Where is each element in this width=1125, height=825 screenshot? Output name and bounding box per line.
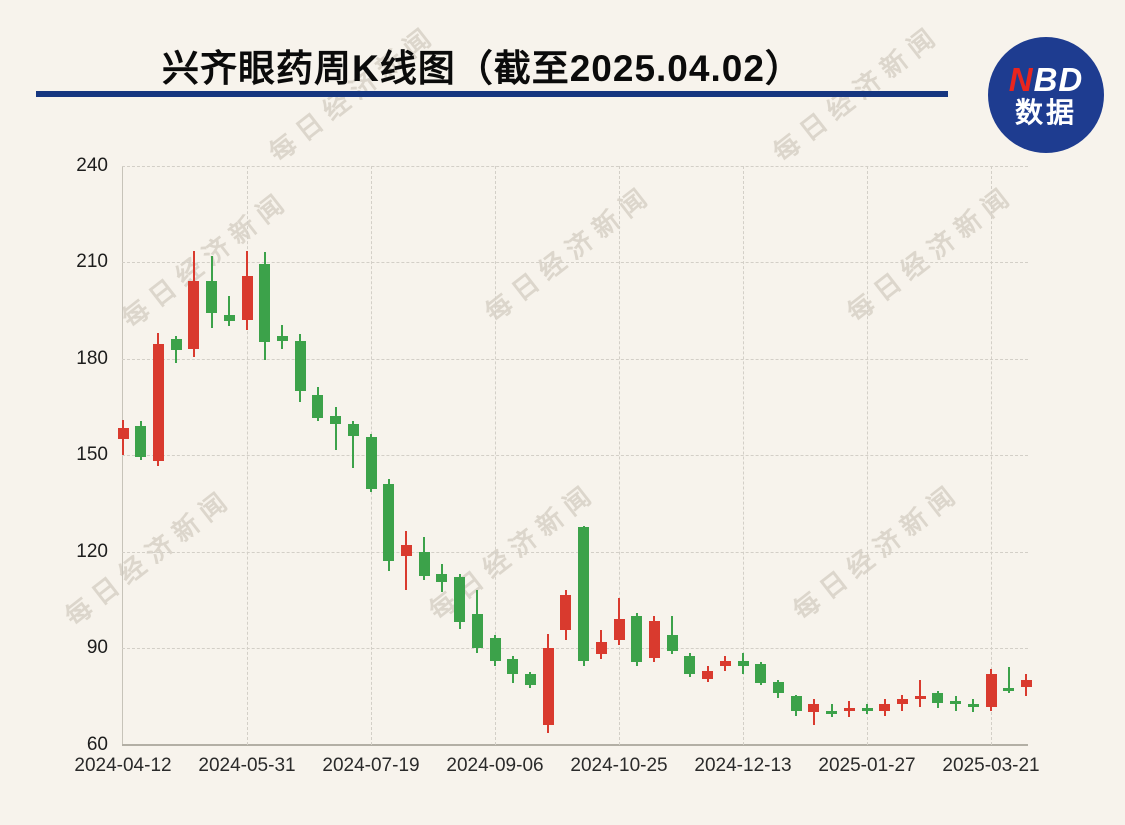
y-axis-label: 240 bbox=[76, 154, 108, 176]
candlestick bbox=[578, 527, 590, 661]
y-axis-label: 180 bbox=[76, 347, 108, 369]
candlestick bbox=[188, 281, 200, 349]
candlestick bbox=[967, 704, 979, 708]
y-axis-label: 60 bbox=[86, 733, 108, 755]
candlestick bbox=[684, 656, 696, 674]
candlestick bbox=[135, 426, 147, 457]
candlestick bbox=[383, 483, 395, 562]
candlestick bbox=[914, 696, 926, 700]
candlestick bbox=[1020, 680, 1032, 687]
candle-wick bbox=[228, 295, 231, 327]
candlestick bbox=[1003, 688, 1015, 692]
candlestick bbox=[666, 635, 678, 652]
candlestick bbox=[117, 427, 129, 439]
candlestick bbox=[436, 574, 448, 583]
candlestick bbox=[542, 648, 554, 726]
candlestick bbox=[330, 416, 342, 425]
nbd-logo: NBD 数据 bbox=[988, 37, 1104, 153]
candlestick bbox=[418, 551, 430, 576]
v-gridline bbox=[247, 165, 248, 745]
candlestick bbox=[152, 344, 164, 462]
h-gridline bbox=[121, 262, 1028, 263]
h-gridline bbox=[121, 165, 1028, 167]
candlestick bbox=[896, 699, 908, 705]
v-gridline bbox=[991, 165, 993, 745]
candlestick bbox=[365, 437, 377, 489]
x-axis-label: 2024-07-19 bbox=[322, 754, 420, 776]
candlestick bbox=[879, 704, 891, 711]
candlestick bbox=[861, 707, 873, 711]
x-axis-label: 2024-09-06 bbox=[446, 754, 544, 776]
candlestick bbox=[648, 620, 660, 658]
candlestick bbox=[489, 638, 501, 661]
candlestick bbox=[595, 641, 607, 655]
candlestick bbox=[259, 263, 271, 343]
candle-wick bbox=[352, 421, 355, 468]
candle-wick bbox=[334, 406, 337, 451]
candlestick bbox=[950, 701, 962, 705]
v-gridline bbox=[619, 165, 621, 745]
candlestick bbox=[755, 664, 767, 684]
x-axis-label: 2024-05-31 bbox=[198, 754, 296, 776]
candlestick bbox=[702, 670, 714, 679]
v-gridline bbox=[743, 165, 745, 745]
candlestick bbox=[772, 681, 784, 694]
y-axis-label: 150 bbox=[76, 444, 108, 465]
candlestick bbox=[719, 660, 731, 666]
x-axis-line bbox=[121, 743, 1028, 746]
candlestick bbox=[560, 594, 572, 631]
candlestick bbox=[400, 545, 412, 557]
h-gridline bbox=[121, 551, 1028, 553]
x-axis-label: 2024-04-12 bbox=[74, 754, 172, 776]
candlestick bbox=[312, 395, 324, 418]
nbd-logo-n: N bbox=[1008, 60, 1034, 98]
candlestick bbox=[737, 660, 749, 666]
candlestick bbox=[932, 693, 944, 703]
title-underline bbox=[36, 91, 948, 97]
y-axis-label: 90 bbox=[86, 637, 108, 658]
candlestick bbox=[790, 696, 802, 711]
candlestick bbox=[471, 614, 483, 648]
candle-wick bbox=[405, 530, 408, 591]
candle-wick bbox=[1007, 667, 1010, 694]
candlestick bbox=[454, 577, 466, 623]
nbd-logo-bd: BD bbox=[1033, 60, 1084, 98]
candlestick bbox=[524, 673, 536, 685]
candlestick bbox=[170, 339, 182, 351]
h-gridline bbox=[121, 648, 1028, 649]
x-axis-label: 2025-01-27 bbox=[818, 754, 916, 776]
candlestick bbox=[826, 710, 838, 714]
candlestick bbox=[223, 315, 235, 322]
candlestick bbox=[276, 335, 288, 341]
nbd-logo-sub: 数据 bbox=[1014, 96, 1077, 128]
candlestick bbox=[206, 281, 218, 314]
x-axis-label: 2024-10-25 bbox=[570, 754, 668, 776]
x-axis-label: 2025-03-21 bbox=[942, 754, 1040, 776]
candlestick bbox=[241, 276, 253, 320]
candlestick bbox=[631, 615, 643, 663]
h-gridline bbox=[121, 358, 1028, 360]
chart-title: 兴齐眼药周K线图（截至2025.04.02） bbox=[162, 48, 803, 89]
y-axis-label: 120 bbox=[76, 540, 108, 562]
h-gridline bbox=[121, 455, 1028, 456]
candle-wick bbox=[812, 699, 815, 726]
candlestick bbox=[613, 619, 625, 640]
x-axis-label: 2024-12-13 bbox=[694, 754, 792, 776]
candlestick bbox=[808, 704, 820, 713]
candlestick bbox=[347, 424, 359, 436]
v-gridline bbox=[867, 165, 869, 745]
candlestick bbox=[507, 659, 519, 674]
candle-wick bbox=[919, 680, 922, 708]
candle-wick bbox=[830, 704, 833, 718]
candlestick bbox=[294, 340, 306, 391]
nbd-logo-text: NBD bbox=[1008, 60, 1084, 98]
y-axis-label: 210 bbox=[76, 251, 108, 272]
candlestick bbox=[985, 673, 997, 708]
v-gridline bbox=[495, 165, 496, 745]
candlestick bbox=[843, 707, 855, 711]
